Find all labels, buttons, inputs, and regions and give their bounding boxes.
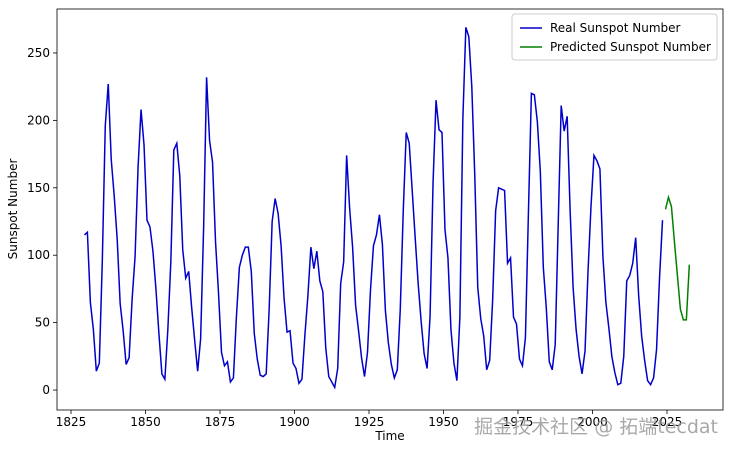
x-tick-label: 2025 [652, 415, 683, 429]
plot-frame [56, 8, 724, 411]
y-tick-label: 150 [27, 181, 50, 195]
data-line [664, 194, 691, 321]
legend-box [511, 13, 718, 61]
x-tick-label: 2000 [577, 415, 608, 429]
legend-label: Real Sunspot Number [550, 21, 681, 35]
y-tick-label: 250 [27, 46, 50, 60]
x-tick-label: 1950 [428, 415, 459, 429]
data-line [83, 27, 664, 390]
x-tick-label: 1975 [503, 415, 534, 429]
x-tick-label: 1900 [279, 415, 310, 429]
y-tick-label: 50 [35, 316, 50, 330]
x-tick-label: 1875 [205, 415, 236, 429]
x-axis-label: Time [374, 429, 404, 443]
x-tick-label: 1925 [354, 415, 385, 429]
y-tick-label: 200 [27, 113, 50, 127]
legend-label: Predicted Sunspot Number [550, 40, 711, 54]
y-tick-label: 100 [27, 248, 50, 262]
y-axis-label: Sunspot Number [6, 159, 20, 260]
x-tick-label: 1850 [130, 415, 161, 429]
y-tick-label: 0 [42, 383, 50, 397]
watermark: 掘金技术社区 @ 拓端tecdat [474, 416, 718, 438]
x-tick-label: 1825 [56, 415, 87, 429]
